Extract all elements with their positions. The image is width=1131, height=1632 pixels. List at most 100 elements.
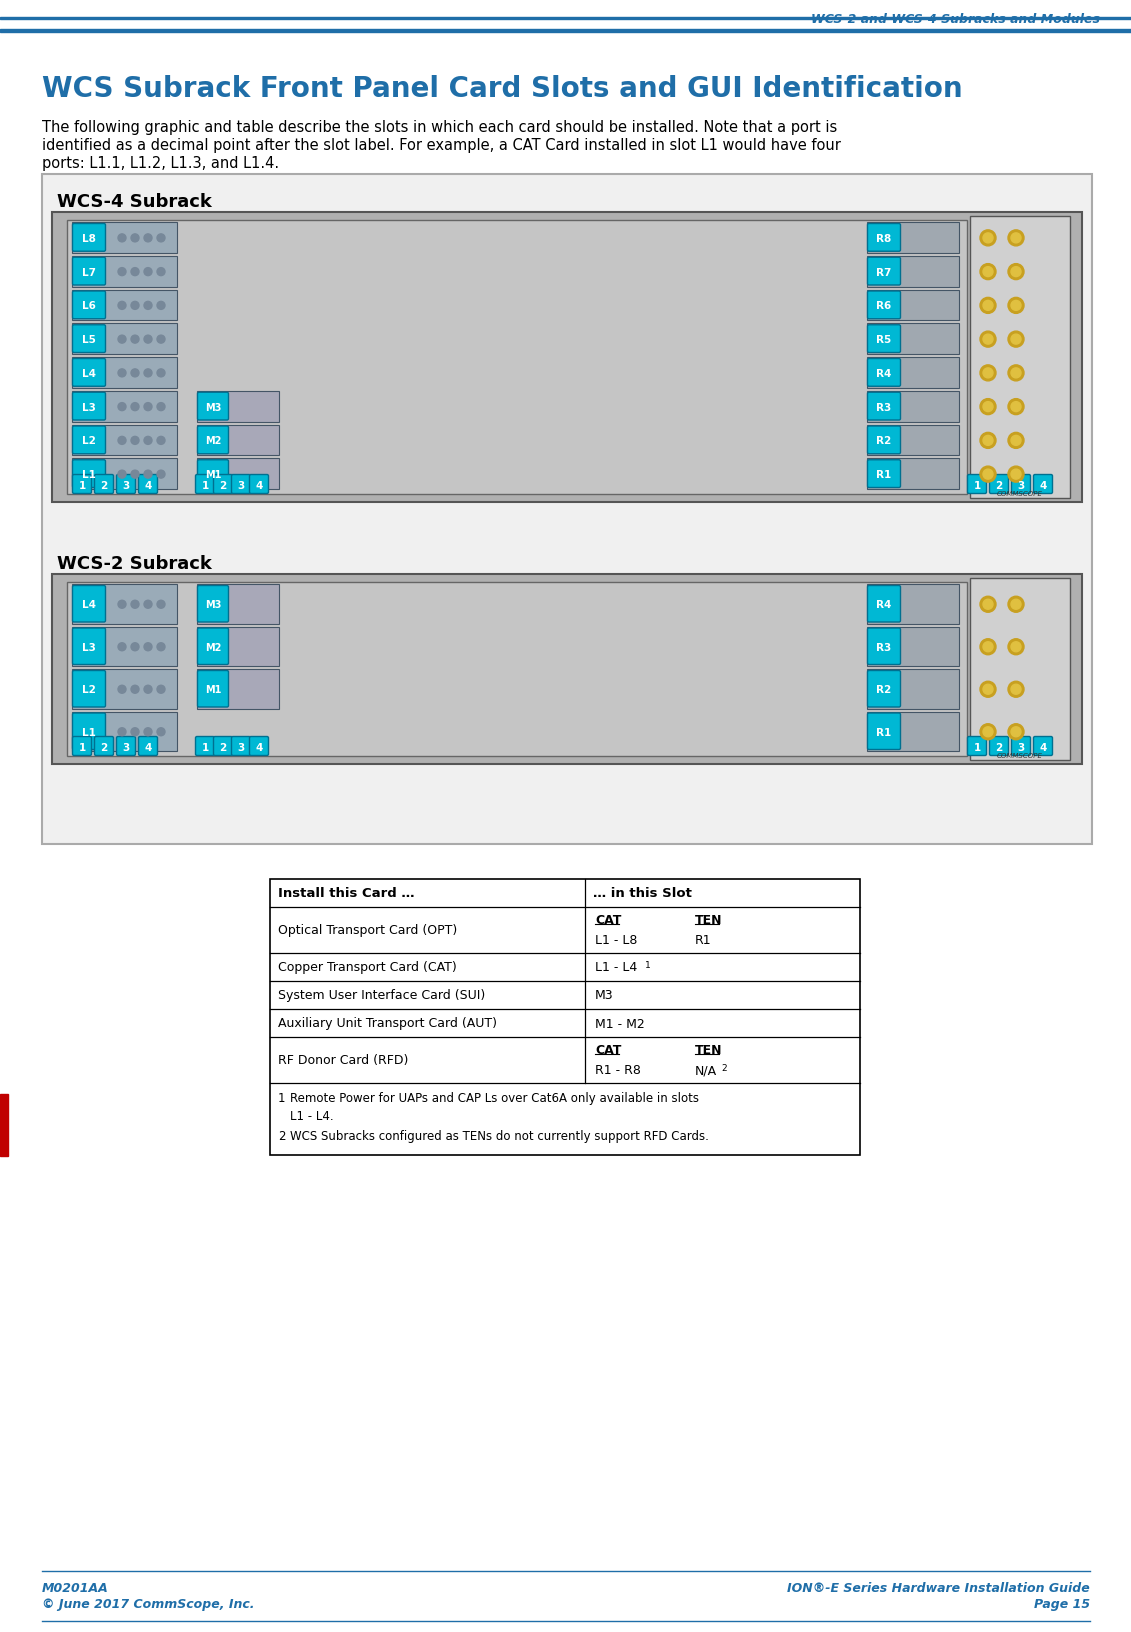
Circle shape xyxy=(979,597,996,614)
FancyBboxPatch shape xyxy=(867,393,900,421)
FancyBboxPatch shape xyxy=(1034,738,1053,756)
Bar xyxy=(72,357,176,388)
Circle shape xyxy=(983,369,993,379)
Circle shape xyxy=(131,601,139,609)
Text: identified as a decimal point after the slot label. For example, a CAT Card inst: identified as a decimal point after the … xyxy=(42,139,840,153)
Circle shape xyxy=(118,235,126,243)
Bar xyxy=(197,669,279,708)
Circle shape xyxy=(157,685,165,694)
Text: Page 15: Page 15 xyxy=(1034,1598,1090,1611)
Text: Optical Transport Card (OPT): Optical Transport Card (OPT) xyxy=(278,924,457,937)
Text: 2: 2 xyxy=(995,481,1002,491)
Circle shape xyxy=(118,268,126,276)
Bar xyxy=(0,29,1131,33)
Text: R2: R2 xyxy=(877,685,891,695)
Circle shape xyxy=(144,336,152,344)
FancyBboxPatch shape xyxy=(232,475,250,494)
Circle shape xyxy=(979,299,996,315)
Text: R3: R3 xyxy=(877,403,891,413)
Circle shape xyxy=(157,643,165,651)
Circle shape xyxy=(1008,230,1024,246)
Text: 1: 1 xyxy=(974,743,981,752)
Circle shape xyxy=(1008,682,1024,698)
Text: R1: R1 xyxy=(696,934,711,947)
Circle shape xyxy=(131,437,139,446)
Text: L2: L2 xyxy=(83,685,96,695)
Circle shape xyxy=(118,601,126,609)
Circle shape xyxy=(144,728,152,736)
Bar xyxy=(197,459,279,490)
FancyBboxPatch shape xyxy=(232,738,250,756)
Text: L7: L7 xyxy=(83,268,96,277)
Text: RF Donor Card (RFD): RF Donor Card (RFD) xyxy=(278,1054,408,1067)
Text: L5: L5 xyxy=(83,335,96,344)
Bar xyxy=(970,579,1070,761)
FancyBboxPatch shape xyxy=(198,628,228,666)
Circle shape xyxy=(983,728,993,738)
Bar xyxy=(867,584,959,623)
Circle shape xyxy=(118,643,126,651)
Text: WCS-4 Subrack: WCS-4 Subrack xyxy=(57,193,211,211)
FancyBboxPatch shape xyxy=(967,475,986,494)
Bar xyxy=(197,392,279,423)
FancyBboxPatch shape xyxy=(867,586,900,623)
Circle shape xyxy=(1011,268,1021,277)
Text: L1: L1 xyxy=(83,470,96,480)
Bar xyxy=(72,712,176,752)
Text: M1 - M2: M1 - M2 xyxy=(595,1017,645,1030)
Circle shape xyxy=(1011,369,1021,379)
Bar xyxy=(67,220,967,494)
Text: 3: 3 xyxy=(238,481,244,491)
Text: The following graphic and table describe the slots in which each card should be : The following graphic and table describe… xyxy=(42,119,837,135)
Circle shape xyxy=(131,643,139,651)
Circle shape xyxy=(157,235,165,243)
Circle shape xyxy=(979,682,996,698)
FancyBboxPatch shape xyxy=(990,738,1009,756)
Bar xyxy=(867,256,959,287)
Text: L3: L3 xyxy=(83,403,96,413)
Circle shape xyxy=(144,437,152,446)
Bar xyxy=(72,426,176,455)
Circle shape xyxy=(1008,432,1024,449)
Circle shape xyxy=(1008,331,1024,348)
FancyBboxPatch shape xyxy=(867,671,900,708)
Circle shape xyxy=(979,640,996,656)
Text: L3: L3 xyxy=(83,643,96,653)
Circle shape xyxy=(157,403,165,411)
Circle shape xyxy=(144,601,152,609)
Bar xyxy=(52,212,1082,503)
Text: WCS-2 Subrack: WCS-2 Subrack xyxy=(57,555,211,573)
Circle shape xyxy=(983,470,993,480)
FancyBboxPatch shape xyxy=(72,393,105,421)
Bar xyxy=(72,325,176,354)
FancyBboxPatch shape xyxy=(116,738,136,756)
Bar xyxy=(270,880,860,1155)
Text: R1 - R8: R1 - R8 xyxy=(595,1064,641,1077)
Text: ION®-E Series Hardware Installation Guide: ION®-E Series Hardware Installation Guid… xyxy=(787,1581,1090,1594)
Text: Auxiliary Unit Transport Card (AUT): Auxiliary Unit Transport Card (AUT) xyxy=(278,1017,497,1030)
Circle shape xyxy=(131,472,139,478)
Circle shape xyxy=(983,268,993,277)
Circle shape xyxy=(1008,725,1024,741)
Bar xyxy=(970,217,1070,499)
Text: R7: R7 xyxy=(877,268,891,277)
FancyBboxPatch shape xyxy=(867,258,900,286)
FancyBboxPatch shape xyxy=(990,475,1009,494)
Text: R2: R2 xyxy=(877,436,891,446)
Text: 4: 4 xyxy=(256,743,262,752)
Bar xyxy=(72,669,176,708)
Circle shape xyxy=(118,472,126,478)
Text: 2: 2 xyxy=(720,1064,726,1072)
Text: R4: R4 xyxy=(877,601,891,610)
Text: R1: R1 xyxy=(877,728,891,738)
Circle shape xyxy=(1011,601,1021,610)
FancyBboxPatch shape xyxy=(250,475,268,494)
Circle shape xyxy=(131,268,139,276)
Circle shape xyxy=(118,302,126,310)
FancyBboxPatch shape xyxy=(72,475,92,494)
Text: L1 - L8: L1 - L8 xyxy=(595,934,638,947)
Text: L4: L4 xyxy=(83,369,96,379)
FancyBboxPatch shape xyxy=(214,738,233,756)
Text: 1: 1 xyxy=(201,743,208,752)
Text: 2: 2 xyxy=(101,481,107,491)
